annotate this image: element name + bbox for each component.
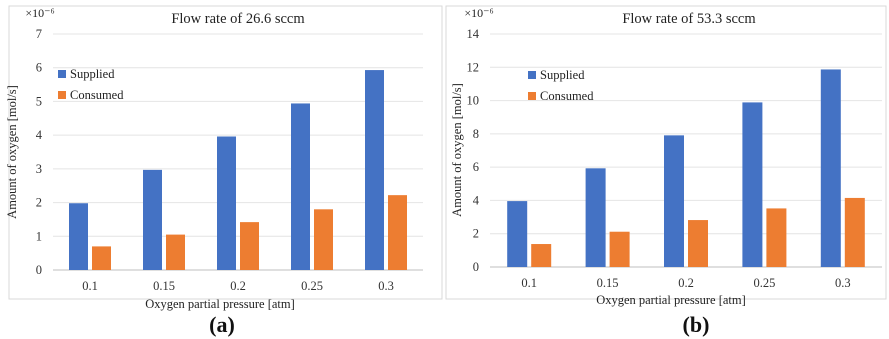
x-tick-label: 0.3 — [835, 276, 851, 290]
y-tick-label: 4 — [36, 128, 43, 142]
x-tick-label: 0.25 — [301, 279, 323, 293]
x-tick-label: 0.25 — [753, 276, 775, 290]
consumed-bar — [844, 197, 865, 267]
consumed-bar — [688, 220, 708, 267]
y-tick-label: 0 — [473, 260, 479, 274]
y-tick-label: 1 — [36, 229, 42, 243]
legend-swatch-supplied — [58, 70, 66, 78]
consumed-bar — [766, 208, 787, 267]
y-tick-label: 2 — [36, 196, 42, 210]
chart-title: Flow rate of 26.6 sccm — [171, 11, 305, 27]
y-tick-label: 14 — [467, 27, 480, 41]
legend-label-supplied: Supplied — [70, 67, 115, 81]
panel-label-a: (a) — [209, 312, 235, 337]
consumed-bar — [314, 209, 333, 270]
x-tick-label: 0.2 — [230, 279, 246, 293]
x-axis-label: Oxygen partial pressure [atm] — [596, 293, 746, 307]
chart-a-svg: 0 1 2 3 4 5 6 7 0.1 0.15 0.2 0.25 0.3 Flow rate of 26… — [5, 5, 443, 337]
consumed-bar — [240, 222, 259, 270]
y-tick-label: 10 — [467, 94, 480, 108]
supplied-bar — [820, 69, 841, 268]
x-tick-label: 0.1 — [82, 279, 98, 293]
x-axis-label: Oxygen partial pressure [atm] — [145, 297, 295, 311]
x-tick-label: 0.15 — [597, 276, 619, 290]
x-tick-label: 0.15 — [153, 279, 175, 293]
supplied-bar — [742, 102, 763, 267]
y-tick-label: 5 — [36, 94, 42, 108]
y-tick-label: 0 — [36, 263, 42, 277]
supplied-bar — [291, 103, 310, 270]
chart-title: Flow rate of 53.3 sccm — [622, 11, 756, 27]
y-axis-label: Amount of oxygen [mol/s] — [450, 83, 464, 217]
chart-panel-b: 0 2 4 6 8 10 12 14 0.1 0.15 0.2 0.25 0.3 Flow rate of… — [445, 0, 889, 339]
chart-panel-a: 0 1 2 3 4 5 6 7 0.1 0.15 0.2 0.25 0.3 Flow rate of 26… — [0, 0, 444, 339]
y-axis-label: Amount of oxygen [mol/s] — [5, 85, 19, 219]
axis-multiplier: ×10⁻⁶ — [25, 6, 54, 20]
y-tick-label: 6 — [36, 61, 42, 75]
legend-swatch-consumed — [58, 91, 66, 99]
supplied-bar — [664, 135, 684, 267]
y-tick-label: 2 — [473, 227, 479, 241]
y-tick-label: 8 — [473, 127, 479, 141]
supplied-bar — [365, 70, 384, 271]
panel-label-b: (b) — [683, 312, 710, 337]
x-tick-label: 0.2 — [678, 276, 694, 290]
consumed-bar — [609, 231, 630, 267]
consumed-bar — [92, 246, 111, 270]
y-tick-label: 4 — [473, 193, 480, 207]
y-tick-label: 7 — [36, 27, 42, 41]
x-tick-label: 0.1 — [521, 276, 537, 290]
legend-label-consumed: Consumed — [540, 89, 594, 103]
supplied-bar — [217, 136, 236, 270]
y-tick-label: 12 — [467, 60, 480, 74]
chart-b-svg: 0 2 4 6 8 10 12 14 0.1 0.15 0.2 0.25 0.3 Flow rate of… — [445, 5, 887, 337]
y-tick-label: 3 — [36, 162, 42, 176]
x-tick-label: 0.3 — [378, 279, 394, 293]
legend-swatch-supplied — [528, 71, 536, 79]
legend-label-consumed: Consumed — [70, 88, 124, 102]
supplied-bar — [585, 168, 606, 267]
supplied-bar — [69, 203, 88, 270]
supplied-bar — [143, 169, 162, 270]
legend-swatch-consumed — [528, 92, 536, 100]
consumed-bar — [531, 244, 552, 267]
supplied-bar — [507, 201, 528, 267]
consumed-bar — [166, 234, 185, 270]
y-tick-label: 6 — [473, 160, 479, 174]
consumed-bar — [388, 195, 407, 270]
legend-label-supplied: Supplied — [540, 68, 585, 82]
axis-multiplier: ×10⁻⁶ — [464, 6, 493, 20]
